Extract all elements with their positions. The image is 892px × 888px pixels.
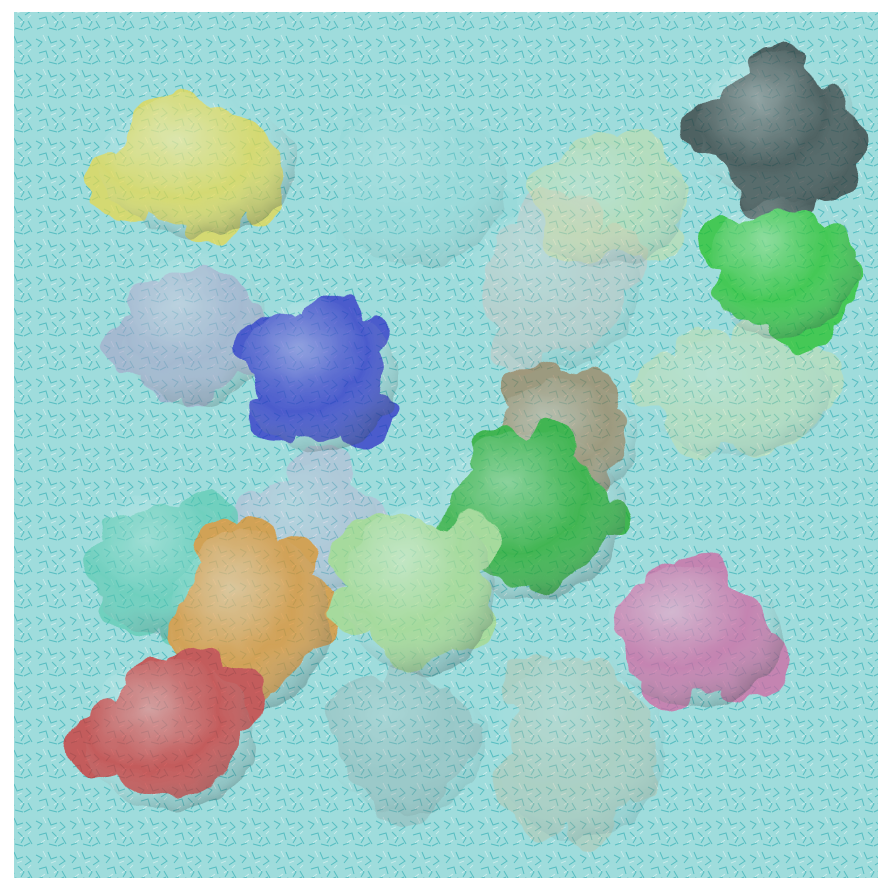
solvent-overlay — [14, 12, 878, 878]
